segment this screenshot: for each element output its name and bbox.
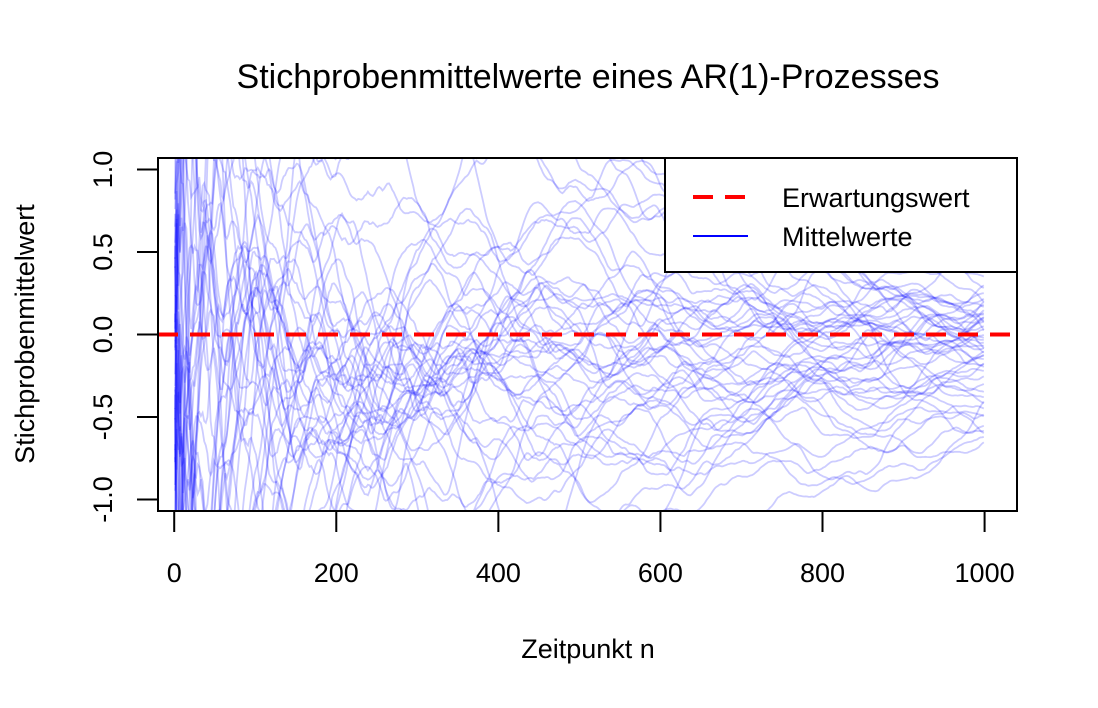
series-line-mittelwerte-43 bbox=[180, 158, 985, 511]
series-line-mittelwerte-3 bbox=[174, 158, 985, 511]
series-line-mittelwerte-46 bbox=[174, 236, 985, 511]
series-line-mittelwerte-24 bbox=[174, 158, 985, 511]
series-line-mittelwerte-9 bbox=[315, 271, 985, 511]
series-line-mittelwerte-47 bbox=[174, 203, 984, 511]
legend-box bbox=[664, 157, 1018, 273]
y-tick-label: -1.0 bbox=[88, 476, 118, 523]
y-tick-label: -0.5 bbox=[88, 394, 118, 441]
series-line-mittelwerte-21 bbox=[174, 235, 985, 511]
series-line-mittelwerte-30 bbox=[174, 158, 985, 487]
series-line-mittelwerte-13 bbox=[174, 242, 984, 511]
series-line-mittelwerte-16 bbox=[174, 308, 985, 511]
series-line-mittelwerte-32 bbox=[174, 158, 985, 436]
series-line-mittelwerte-11 bbox=[174, 158, 985, 511]
series-line-mittelwerte-25 bbox=[174, 217, 985, 470]
series-line-mittelwerte-27 bbox=[174, 245, 985, 488]
series-line-mittelwerte-42 bbox=[174, 257, 985, 511]
x-tick-label: 1000 bbox=[955, 558, 1015, 588]
series-line-mittelwerte-50 bbox=[174, 158, 985, 435]
series-line-mittelwerte-15 bbox=[174, 332, 985, 511]
series-line-mittelwerte-4 bbox=[182, 158, 985, 511]
series-line-mittelwerte-22 bbox=[174, 305, 985, 511]
series-line-mittelwerte-7 bbox=[185, 258, 984, 511]
x-axis-label: Zeitpunkt n bbox=[521, 634, 655, 664]
series-line-mittelwerte-26 bbox=[174, 158, 985, 454]
series-line-mittelwerte-44 bbox=[174, 250, 985, 486]
series-line-mittelwerte-45 bbox=[211, 158, 985, 511]
series-line-mittelwerte-40 bbox=[174, 158, 984, 511]
series-line-mittelwerte-39 bbox=[174, 158, 985, 489]
series-line-mittelwerte-48 bbox=[241, 267, 985, 511]
y-tick-label: 0.0 bbox=[88, 316, 118, 354]
series-line-mittelwerte-17 bbox=[174, 162, 984, 511]
y-tick-label: 0.5 bbox=[88, 233, 118, 271]
series-line-mittelwerte-19 bbox=[174, 158, 985, 404]
series-line-mittelwerte-1 bbox=[238, 158, 984, 423]
series-line-mittelwerte-31 bbox=[174, 158, 985, 459]
series-line-mittelwerte-33 bbox=[174, 284, 985, 511]
series-line-mittelwerte-8 bbox=[308, 313, 985, 511]
x-tick-label: 0 bbox=[167, 558, 182, 588]
series-line-mittelwerte-34 bbox=[174, 158, 985, 511]
series-line-mittelwerte-20 bbox=[174, 158, 984, 511]
series-line-mittelwerte-37 bbox=[189, 158, 985, 511]
series-line-mittelwerte-10 bbox=[174, 158, 984, 511]
x-tick-label: 600 bbox=[638, 558, 683, 588]
series-line-mittelwerte-36 bbox=[174, 223, 984, 511]
legend-label-expected-value: Erwartungswert bbox=[782, 183, 970, 213]
x-tick-label: 800 bbox=[800, 558, 845, 588]
series-line-mittelwerte-2 bbox=[174, 158, 985, 511]
legend-label-means: Mittelwerte bbox=[782, 222, 913, 252]
y-tick-label: 1.0 bbox=[88, 151, 118, 189]
series-line-mittelwerte-28 bbox=[174, 158, 985, 511]
x-tick-label: 400 bbox=[476, 558, 521, 588]
x-axis: 0 200 400 600 800 1000 bbox=[167, 510, 1015, 588]
y-axis: -1.0 -0.5 0.0 0.5 1.0 bbox=[88, 151, 159, 523]
series-line-mittelwerte-6 bbox=[174, 158, 984, 458]
series-line-mittelwerte-23 bbox=[174, 250, 985, 511]
series-line-mittelwerte-35 bbox=[182, 158, 985, 511]
x-tick-label: 200 bbox=[314, 558, 359, 588]
legend: Erwartungswert Mittelwerte bbox=[664, 157, 1018, 273]
series-line-mittelwerte-18 bbox=[174, 158, 985, 511]
y-axis-label: Stichprobenmittelwert bbox=[10, 204, 40, 464]
chart-title: Stichprobenmittelwerte eines AR(1)-Proze… bbox=[237, 58, 940, 96]
series-line-mittelwerte-5 bbox=[174, 309, 985, 511]
